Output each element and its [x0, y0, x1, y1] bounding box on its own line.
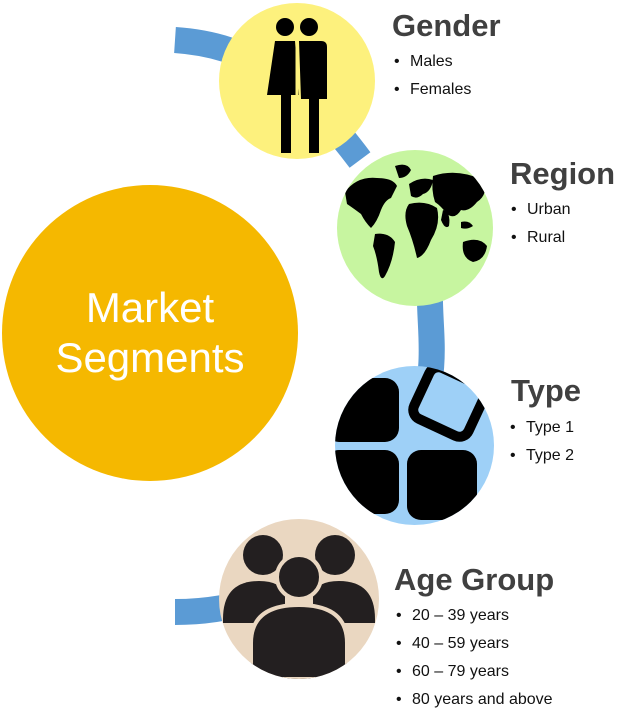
segment-list-type: Type 1 Type 2: [510, 414, 574, 470]
segment-title-region: Region: [510, 156, 616, 191]
list-item: Type 1: [510, 414, 574, 442]
segment-list-age-group: 20 – 39 years 40 – 59 years 60 – 79 year…: [396, 602, 553, 714]
age-group-circle: [219, 519, 379, 679]
segment-list-gender: Males Females: [394, 48, 471, 104]
tiles-icon: [335, 366, 490, 520]
center-title-line1: Market: [85, 283, 215, 331]
segment-title-age-group: Age Group: [394, 562, 555, 597]
center-title-line2: Segments: [55, 334, 245, 381]
segment-title-type: Type: [511, 373, 582, 408]
list-item: 80 years and above: [396, 686, 553, 714]
type-circle: [335, 366, 494, 525]
segment-list-region: Urban Rural: [511, 196, 571, 252]
list-item: 20 – 39 years: [396, 602, 553, 630]
gender-circle: [219, 3, 375, 159]
segment-title-gender: Gender: [392, 8, 501, 43]
world-map-icon: [345, 164, 487, 279]
list-item: Rural: [511, 224, 571, 252]
list-item: 60 – 79 years: [396, 658, 553, 686]
list-item: Type 2: [510, 442, 574, 470]
list-item: Urban: [511, 196, 571, 224]
group-people-icon: [223, 535, 375, 679]
market-segments-circle: Market Segments: [2, 185, 298, 481]
list-item: Females: [394, 76, 471, 104]
gender-icon: [267, 17, 327, 159]
region-circle: [337, 150, 493, 306]
list-item: Males: [394, 48, 471, 76]
list-item: 40 – 59 years: [396, 630, 553, 658]
